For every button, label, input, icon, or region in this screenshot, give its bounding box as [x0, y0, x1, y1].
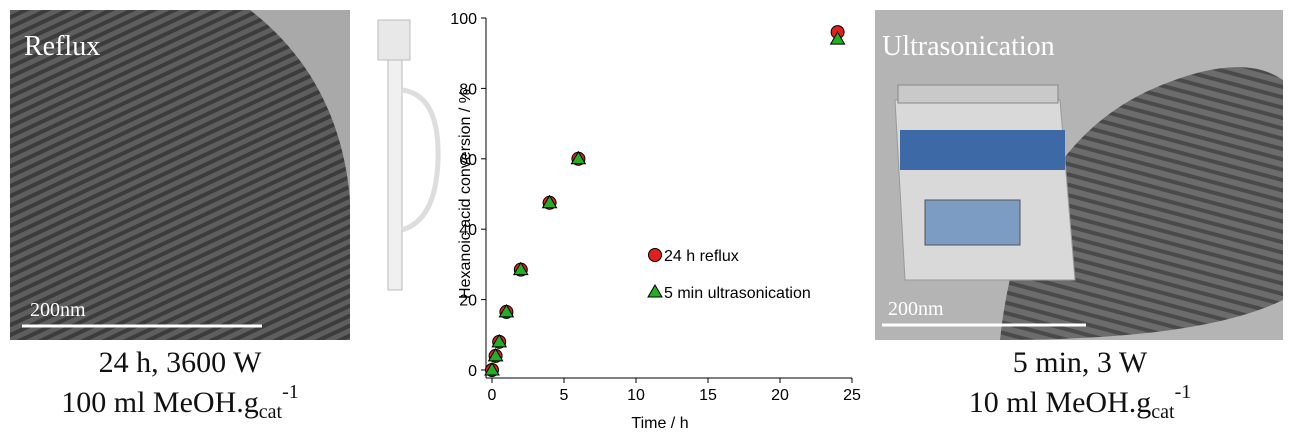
- legend-marker: [648, 248, 662, 262]
- superscript: -1: [282, 381, 299, 403]
- chart: Time / h Hexanoic acid conversion / % 0 2…: [450, 11, 861, 432]
- y-tick-label: 100: [450, 11, 477, 28]
- x-tick-label: 20: [771, 387, 789, 404]
- x-tick-label: 5: [560, 387, 569, 404]
- panel-label: Ultrasonication: [882, 31, 1055, 62]
- x-tick-label: 15: [699, 387, 717, 404]
- caption: 100 ml MeOH.gcat-1: [61, 381, 298, 423]
- data-point: [829, 31, 846, 45]
- y-tick-label: 60: [459, 152, 477, 169]
- y-tick-label: 80: [459, 81, 477, 98]
- x-axis-label: Time / h: [631, 415, 688, 432]
- left-image: [10, 10, 441, 340]
- legend-label: 24 h reflux: [664, 248, 739, 265]
- y-tick-label: 40: [459, 222, 477, 239]
- caption: 5 min, 3 W: [1013, 346, 1148, 379]
- data-point: [570, 150, 587, 165]
- legend-label: 5 min ultrasonication: [664, 285, 811, 302]
- caption-text: 100 ml MeOH.g: [61, 386, 259, 419]
- data-point: [498, 303, 515, 318]
- x-tick-label: 25: [843, 387, 861, 404]
- data-point: [487, 347, 504, 362]
- subscript: cat: [1151, 401, 1175, 423]
- panel-label: Reflux: [24, 31, 100, 62]
- scale-bar-label: 200nm: [888, 298, 944, 320]
- data-point: [491, 333, 508, 348]
- subscript: cat: [259, 401, 283, 423]
- x-tick-label: 10: [627, 387, 645, 404]
- scale-bar-label: 200nm: [30, 299, 86, 321]
- right-image: [875, 10, 1283, 340]
- y-tick-label: 0: [468, 363, 477, 380]
- caption-text: 10 ml MeOH.g: [969, 386, 1152, 419]
- y-tick-label: 20: [459, 293, 477, 310]
- data-point: [541, 194, 558, 209]
- caption: 10 ml MeOH.gcat-1: [969, 381, 1191, 423]
- data-point: [484, 362, 500, 376]
- legend-marker: [647, 284, 663, 298]
- x-tick-label: 0: [488, 387, 497, 404]
- y-axis-label: Hexanoic acid conversion / %: [457, 89, 474, 299]
- data-point: [512, 261, 529, 276]
- caption: 24 h, 3600 W: [99, 346, 262, 379]
- superscript: -1: [1175, 381, 1192, 403]
